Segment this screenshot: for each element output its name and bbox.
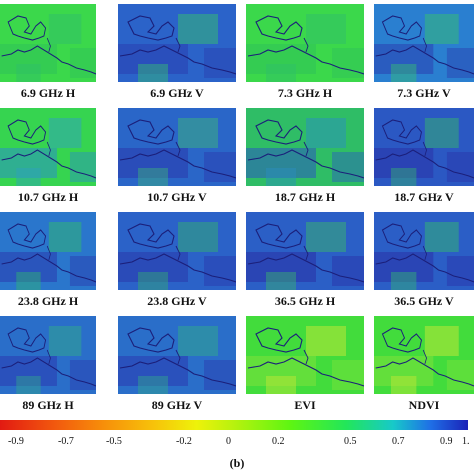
map-caption: 7.3 GHz H: [277, 86, 333, 100]
map-panel: [0, 108, 96, 186]
colorbar-tick-label: -0.5: [106, 436, 122, 447]
map-caption: 18.7 GHz H: [274, 190, 336, 204]
map-panel: [0, 316, 96, 394]
colorbar: [0, 420, 468, 430]
map-panel: [246, 316, 364, 394]
map-panel: [374, 108, 474, 186]
map-panel: [118, 316, 236, 394]
map-panel: [374, 4, 474, 82]
map-caption: 18.7 GHz V: [394, 190, 454, 204]
figure-label: (b): [229, 456, 245, 470]
map-panel: [374, 212, 474, 290]
map-caption: 7.3 GHz V: [397, 86, 451, 100]
map-caption: EVI: [294, 398, 316, 412]
map-panel: [374, 316, 474, 394]
map-panel: [246, 108, 364, 186]
map-panel: [246, 212, 364, 290]
map-panel: [118, 108, 236, 186]
colorbar-tick-label: 0.9: [440, 436, 453, 447]
map-panel: [0, 212, 96, 290]
map-caption: NDVI: [408, 398, 440, 412]
map-caption: 10.7 GHz H: [17, 190, 79, 204]
map-panel: [118, 212, 236, 290]
map-caption: 36.5 GHz H: [274, 294, 336, 308]
colorbar-tick-label: 0: [226, 436, 231, 447]
colorbar-tick-label: -0.2: [176, 436, 192, 447]
map-caption: 10.7 GHz V: [147, 190, 207, 204]
map-panel: [0, 4, 96, 82]
colorbar-tick-label: 1.: [462, 436, 470, 447]
map-caption: 36.5 GHz V: [394, 294, 454, 308]
colorbar-tick-label: 0.2: [272, 436, 285, 447]
map-panel: [118, 4, 236, 82]
colorbar-tick-label: -0.9: [8, 436, 24, 447]
colorbar-tick-label: 0.7: [392, 436, 405, 447]
colorbar-tick-label: -0.7: [58, 436, 74, 447]
map-caption: 23.8 GHz H: [17, 294, 79, 308]
map-caption: 6.9 GHz V: [150, 86, 204, 100]
map-panel: [246, 4, 364, 82]
map-caption: 23.8 GHz V: [147, 294, 207, 308]
map-caption: 6.9 GHz H: [20, 86, 76, 100]
map-caption: 89 GHz H: [22, 398, 74, 412]
map-caption: 89 GHz V: [151, 398, 203, 412]
colorbar-tick-label: 0.5: [344, 436, 357, 447]
